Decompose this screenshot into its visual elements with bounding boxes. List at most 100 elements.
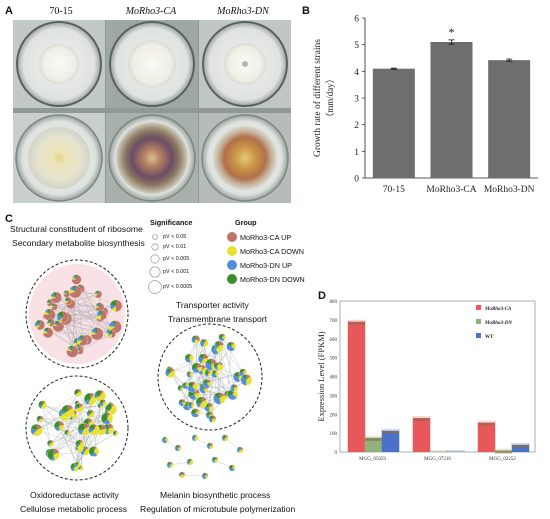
network-edge (222, 337, 235, 389)
node-slice (90, 409, 94, 414)
node-slice (202, 472, 205, 476)
node-slice (198, 356, 204, 364)
node-slice (74, 406, 80, 410)
node-slice (189, 394, 197, 400)
node-slice (213, 365, 218, 370)
node-outline (107, 329, 116, 338)
node-slice (47, 448, 54, 461)
network-node (195, 396, 208, 409)
node-slice (95, 303, 100, 308)
node-slice (99, 402, 104, 407)
legend-label: MoRho3-CA (484, 307, 512, 312)
node-slice (79, 335, 83, 341)
node-slice (199, 386, 206, 394)
node-slice (208, 402, 213, 408)
network-node (42, 327, 54, 339)
network-node (240, 374, 253, 386)
network-node (161, 436, 169, 444)
node-slice (64, 432, 68, 436)
node-slice (184, 358, 191, 363)
node-slice (228, 468, 235, 472)
legend-swatch (476, 305, 481, 310)
node-outline (208, 415, 217, 423)
node-slice (187, 386, 196, 393)
node-outline (214, 340, 225, 351)
network-edge (79, 333, 113, 352)
node-slice (166, 463, 170, 469)
node-slice (232, 464, 235, 468)
node-outline (211, 456, 219, 464)
network-node (99, 399, 107, 407)
bar-MoRho3-CA-MGG_02252 (478, 422, 495, 452)
network-node (90, 327, 104, 341)
node-slice (64, 300, 69, 304)
node-slice (47, 318, 51, 323)
node-slice (187, 458, 190, 462)
node-slice (77, 340, 83, 345)
y-tick-label: 400 (330, 376, 338, 381)
node-slice (110, 403, 114, 410)
legend-label: WT (485, 335, 494, 340)
node-slice (201, 396, 207, 403)
y-tick-label: 300 (330, 394, 338, 399)
node-slice (209, 445, 214, 450)
node-slice (64, 429, 68, 435)
node-slice (96, 428, 107, 436)
network-node (66, 345, 79, 358)
x-tick-label: MGG_07216 (424, 457, 451, 462)
node-slice (42, 327, 54, 338)
node-outline (99, 399, 107, 407)
node-slice (208, 418, 213, 423)
node-slice (242, 374, 247, 380)
node-slice (212, 415, 217, 419)
bar-MoRho3-CA (430, 42, 473, 178)
node-slice (107, 410, 109, 414)
node-slice (77, 423, 85, 431)
legend-label: MoRho3-DN (484, 321, 512, 326)
node-slice (102, 400, 107, 407)
node-outline (190, 408, 200, 418)
node-slice (94, 293, 99, 297)
bar-top (478, 422, 495, 426)
network-node (50, 291, 62, 304)
network-edge (54, 306, 102, 316)
node-slice (215, 370, 219, 378)
node-slice (53, 448, 60, 455)
node-slice (94, 327, 98, 334)
node-slice (195, 396, 202, 404)
node-slice (215, 456, 218, 460)
node-slice (43, 308, 56, 321)
node-slice (182, 382, 186, 386)
node-outline (174, 444, 182, 452)
node-slice (88, 427, 95, 434)
sig-label-2: pV < 0.01 (163, 244, 187, 250)
node-outline (161, 436, 169, 444)
node-slice (44, 327, 48, 333)
node-outline (218, 333, 227, 342)
node-outline (195, 396, 208, 409)
network-edge (222, 337, 244, 373)
node-slice (180, 385, 184, 389)
node-slice (71, 276, 77, 280)
node-outline (191, 335, 201, 344)
node-slice (67, 346, 73, 352)
bar-MoRho3-CA-MGG_05059 (348, 321, 365, 452)
panel-c: Structural constitudent of ribosome Seco… (0, 210, 318, 519)
node-slice (72, 274, 77, 280)
node-slice (42, 330, 48, 334)
node-slice (227, 394, 237, 400)
node-outline (191, 362, 203, 373)
bar-MoRho3-DN (488, 60, 531, 179)
node-slice (56, 315, 63, 322)
node-outline (186, 371, 193, 378)
node-outline (202, 378, 212, 389)
node-outline (73, 388, 83, 397)
bar-top (512, 444, 529, 448)
cluster-outline-ribosome (25, 259, 129, 369)
node-slice (233, 375, 240, 383)
node-slice (207, 370, 211, 374)
node-slice (66, 347, 73, 352)
node-slice (61, 404, 68, 412)
node-slice (63, 292, 67, 295)
bar-WT-MGG_02252 (512, 444, 529, 452)
